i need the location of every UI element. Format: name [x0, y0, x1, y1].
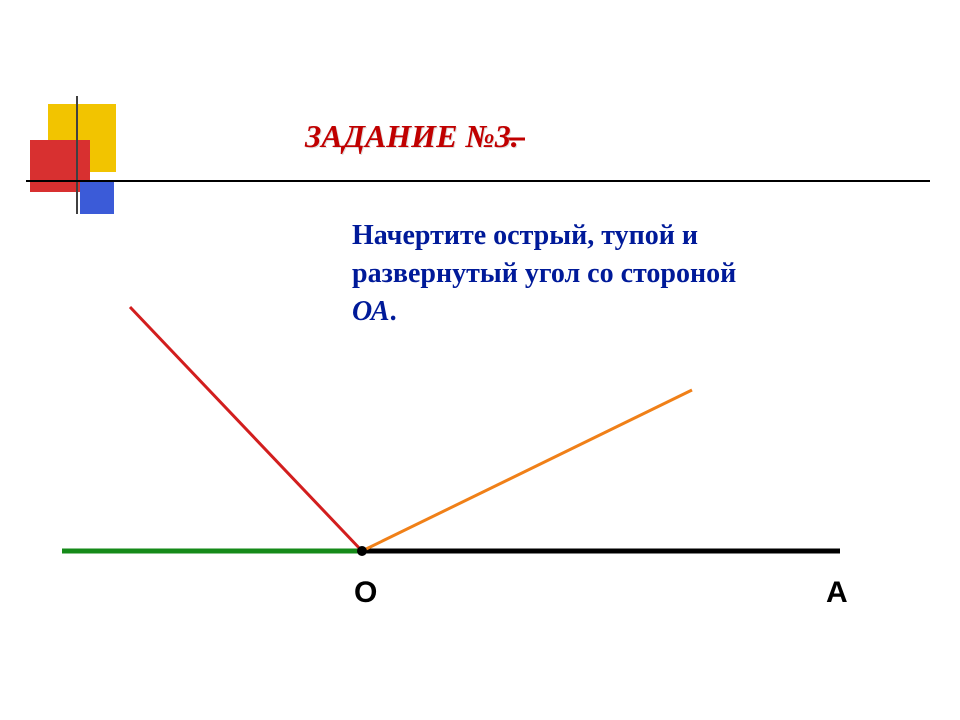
vertex-dot — [357, 546, 367, 556]
slide-svg — [0, 0, 960, 720]
instruction-text: Начертите острый, тупой и развернутый уг… — [352, 217, 736, 330]
instruction-line2: развернутый угол со стороной — [352, 258, 736, 289]
instruction-line1: Начертите острый, тупой и — [352, 220, 698, 251]
slide-stage: { "title": { "text": "ЗАДАНИЕ №3.", "col… — [0, 0, 960, 720]
label-O: О — [354, 576, 377, 610]
slide-title: ЗАДАНИЕ №3. — [305, 118, 519, 155]
slide-title-text: ЗАДАНИЕ №3. — [305, 118, 519, 154]
instruction-oa: ОА — [352, 296, 390, 327]
ray-acute-orange — [362, 390, 692, 551]
ray-obtuse-red — [130, 307, 362, 551]
label-A: А — [826, 576, 848, 610]
angle-diagram — [62, 307, 840, 556]
instruction-dot: . — [390, 296, 397, 327]
decor-blue-square — [80, 180, 114, 214]
